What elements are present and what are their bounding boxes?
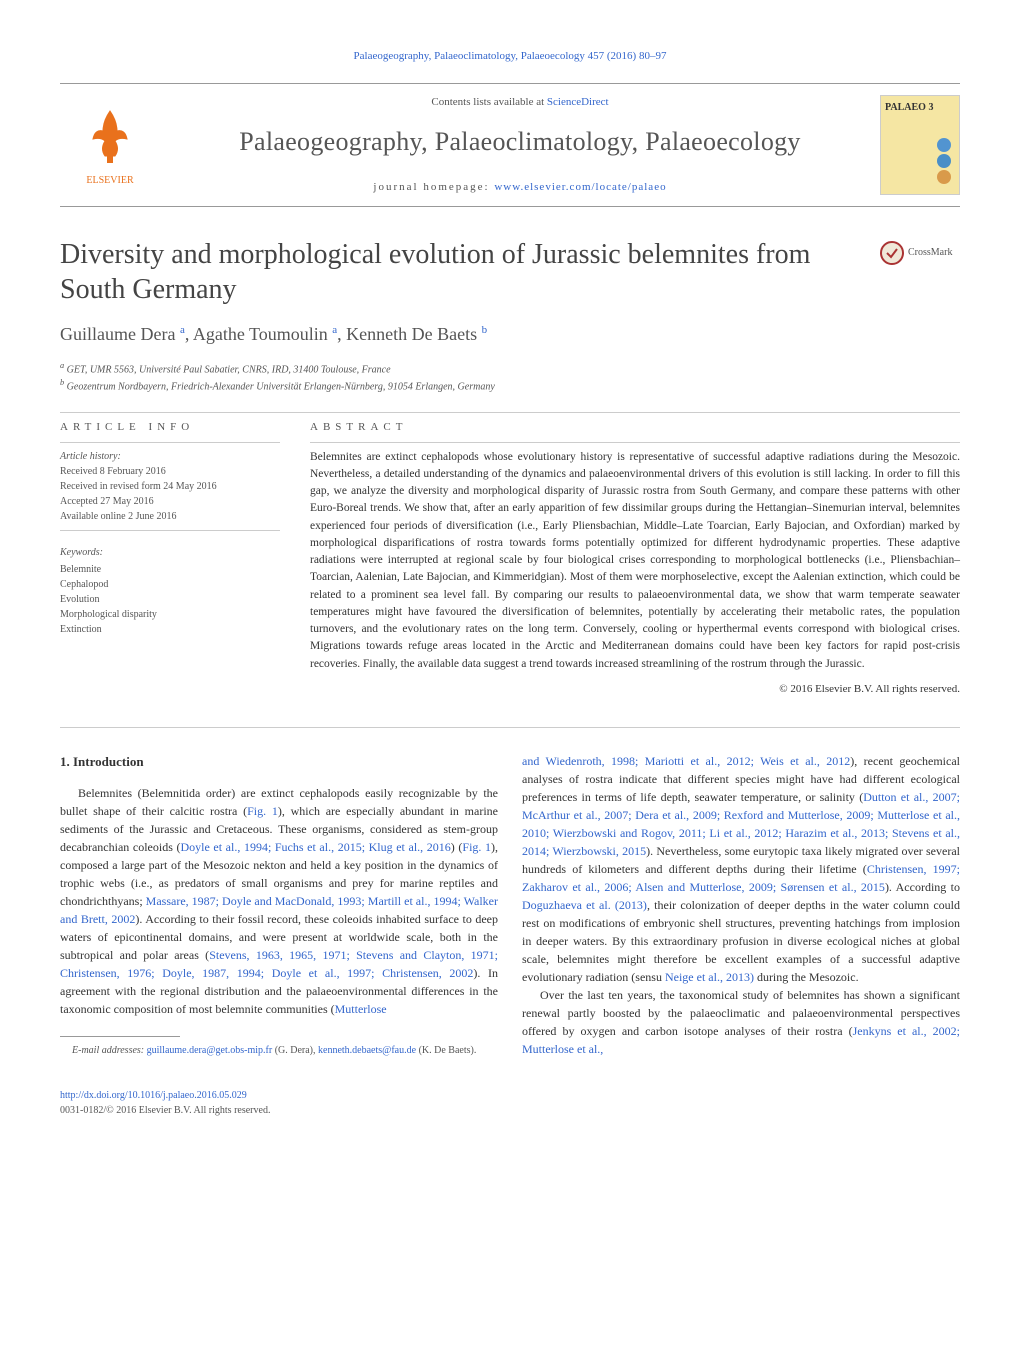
keyword: Evolution [60, 592, 280, 607]
history-accepted: Accepted 27 May 2016 [60, 494, 280, 509]
figure-ref[interactable]: Fig. 1 [462, 840, 491, 854]
cover-issue: 3 [928, 102, 933, 113]
body-paragraph: and Wiedenroth, 1998; Mariotti et al., 2… [522, 752, 960, 986]
publisher-logo: ELSEVIER [60, 101, 160, 188]
affiliations: a GET, UMR 5563, Université Paul Sabatie… [60, 360, 960, 395]
history-online: Available online 2 June 2016 [60, 509, 280, 524]
keyword: Belemnite [60, 562, 280, 577]
sciencedirect-link[interactable]: ScienceDirect [547, 96, 609, 108]
intro-heading: 1. Introduction [60, 752, 498, 772]
body-paragraph: Belemnites (Belemnitida order) are extin… [60, 784, 498, 1018]
divider [60, 530, 280, 531]
author-3: , Kenneth De Baets [337, 324, 477, 344]
issn-copyright: 0031-0182/© 2016 Elsevier B.V. All right… [60, 1105, 270, 1116]
author-3-affil[interactable]: b [482, 324, 488, 336]
body-columns: 1. Introduction Belemnites (Belemnitida … [60, 752, 960, 1058]
info-abstract-row: article info Article history: Received 8… [60, 419, 960, 697]
crossmark-label: CrossMark [908, 245, 952, 260]
citation-ref[interactable]: Doguzhaeva et al. (2013) [522, 898, 647, 912]
abstract-copyright: © 2016 Elsevier B.V. All rights reserved… [310, 681, 960, 698]
header-citation: Palaeogeography, Palaeoclimatology, Pala… [60, 48, 960, 65]
article-info-header: article info [60, 419, 280, 436]
history-revised: Received in revised form 24 May 2016 [60, 479, 280, 494]
email-link[interactable]: guillaume.dera@get.obs-mip.fr [147, 1045, 273, 1056]
citation-ref[interactable]: Doyle et al., 1994; Fuchs et al., 2015; … [180, 840, 450, 854]
abstract-header: abstract [310, 419, 960, 436]
publisher-name: ELSEVIER [86, 175, 133, 186]
abstract: abstract Belemnites are extinct cephalop… [310, 419, 960, 697]
citation-ref[interactable]: Mutterlose [335, 1002, 387, 1016]
history-label: Article history: [60, 449, 280, 464]
divider [60, 412, 960, 413]
divider [60, 442, 280, 443]
contents-prefix: Contents lists available at [431, 96, 546, 108]
author-2: , Agathe Toumoulin [185, 324, 328, 344]
title-row: Diversity and morphological evolution of… [60, 237, 960, 307]
contents-line: Contents lists available at ScienceDirec… [160, 94, 880, 111]
history-received: Received 8 February 2016 [60, 464, 280, 479]
banner-center: Contents lists available at ScienceDirec… [160, 94, 880, 196]
authors-line: Guillaume Dera a, Agathe Toumoulin a, Ke… [60, 321, 960, 348]
crossmark-badge[interactable]: CrossMark [880, 241, 960, 265]
keyword: Cephalopod [60, 577, 280, 592]
divider [310, 442, 960, 443]
abstract-text: Belemnites are extinct cephalopods whose… [310, 449, 960, 673]
citation-ref[interactable]: and Wiedenroth, 1998; Mariotti et al., 2… [522, 754, 850, 768]
affiliation-a: a GET, UMR 5563, Université Paul Sabatie… [60, 360, 960, 377]
divider [60, 727, 960, 728]
homepage-prefix: journal homepage: [373, 181, 494, 193]
keywords-label: Keywords: [60, 545, 280, 560]
article-title: Diversity and morphological evolution of… [60, 237, 880, 307]
header-banner: ELSEVIER Contents lists available at Sci… [60, 83, 960, 207]
journal-cover: PALAEO 3 [880, 95, 960, 195]
page-footer: http://dx.doi.org/10.1016/j.palaeo.2016.… [60, 1088, 960, 1118]
footnote-separator [60, 1036, 180, 1037]
crossmark-icon [880, 241, 904, 265]
body-paragraph: Over the last ten years, the taxonomical… [522, 986, 960, 1058]
elsevier-tree-icon [75, 101, 145, 171]
footnote-emails: E-mail addresses: guillaume.dera@get.obs… [60, 1043, 498, 1058]
author-1: Guillaume Dera [60, 324, 175, 344]
keyword: Extinction [60, 622, 280, 637]
affiliation-b: b Geozentrum Nordbayern, Friedrich-Alexa… [60, 377, 960, 394]
journal-name: Palaeogeography, Palaeoclimatology, Pala… [160, 122, 880, 161]
keyword: Morphological disparity [60, 607, 280, 622]
figure-ref[interactable]: Fig. 1 [247, 804, 278, 818]
cover-circles-icon [937, 136, 951, 186]
homepage-link[interactable]: www.elsevier.com/locate/palaeo [494, 181, 666, 193]
footnote-label: E-mail addresses: [72, 1045, 147, 1056]
column-right: and Wiedenroth, 1998; Mariotti et al., 2… [522, 752, 960, 1058]
email-link[interactable]: kenneth.debaets@fau.de [318, 1045, 416, 1056]
cover-label: PALAEO [885, 102, 926, 113]
homepage-line: journal homepage: www.elsevier.com/locat… [160, 179, 880, 196]
article-info: article info Article history: Received 8… [60, 419, 280, 697]
column-left: 1. Introduction Belemnites (Belemnitida … [60, 752, 498, 1058]
doi-link[interactable]: http://dx.doi.org/10.1016/j.palaeo.2016.… [60, 1090, 247, 1101]
citation-ref[interactable]: Neige et al., 2013) [665, 970, 754, 984]
